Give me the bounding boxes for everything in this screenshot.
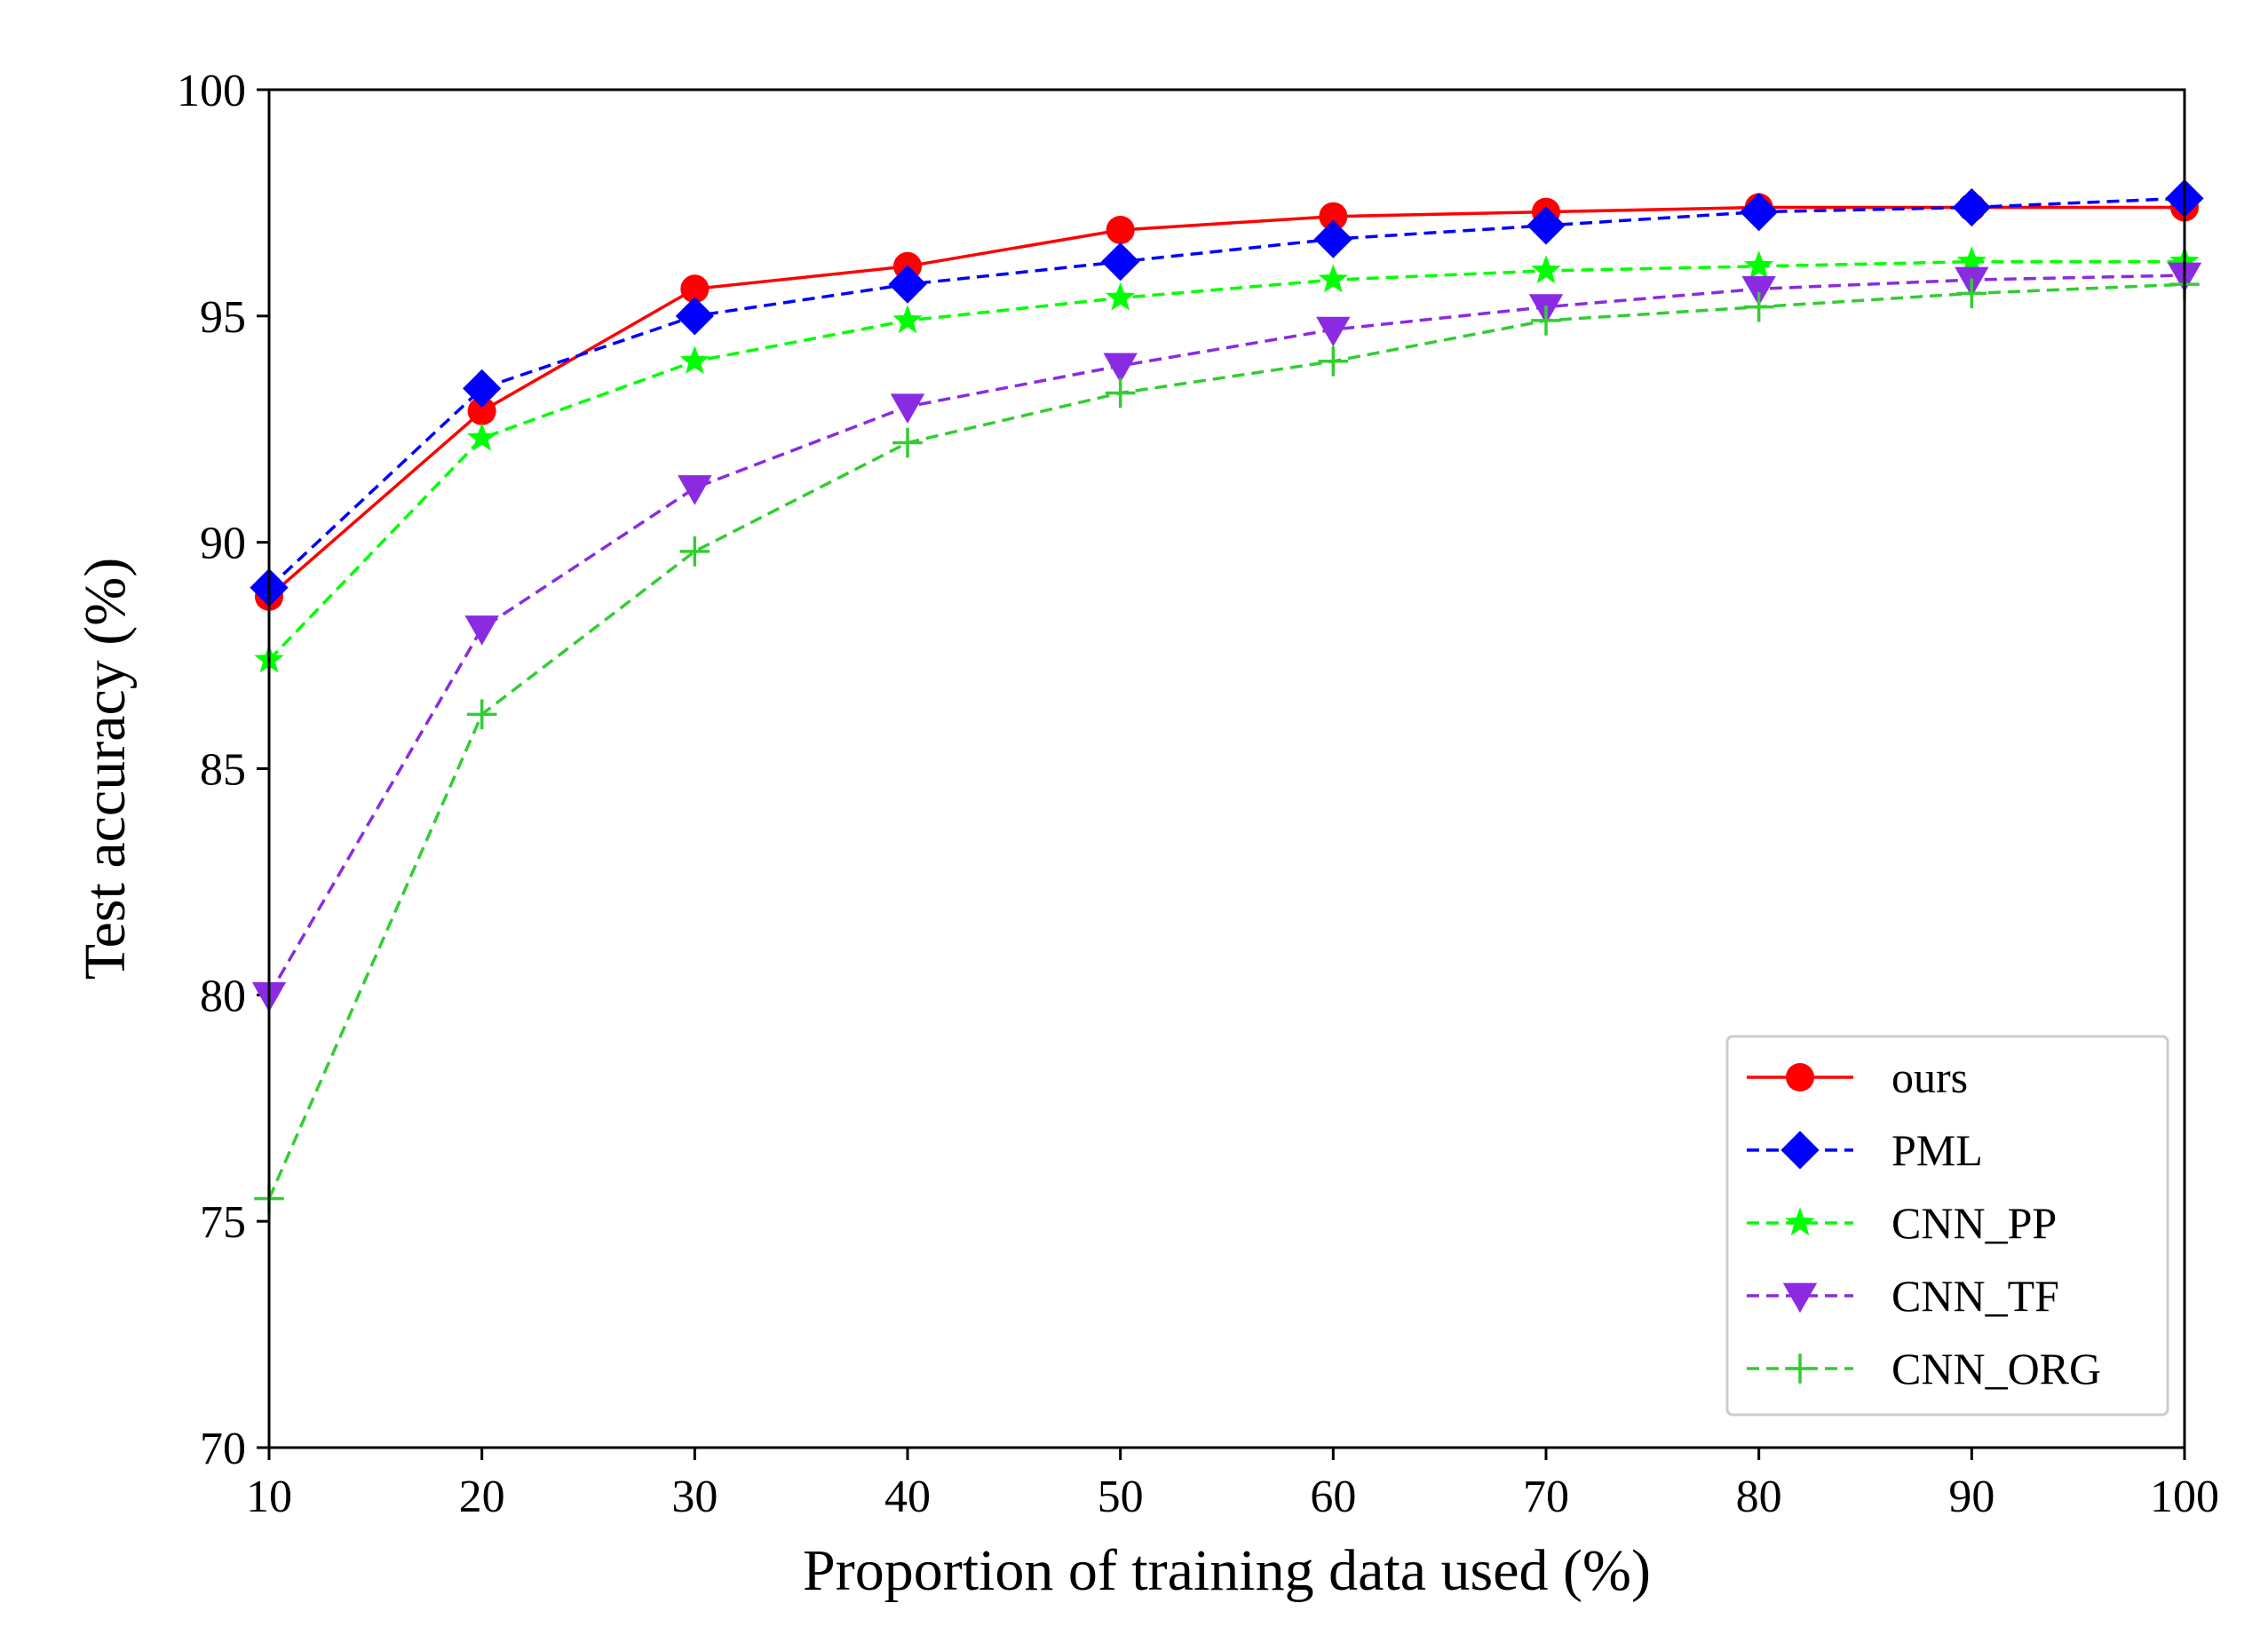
data-point-star <box>1743 250 1774 279</box>
legend-label: PML <box>1891 1125 1983 1175</box>
data-point-plus <box>1531 306 1561 336</box>
y-tick-label: 90 <box>200 519 246 569</box>
legend-item: CNN_TF <box>1747 1271 2059 1321</box>
data-point-star <box>1956 246 1987 274</box>
legend-item: CNN_ORG <box>1747 1344 2101 1393</box>
data-point-star <box>1318 264 1349 293</box>
legend-item: ours <box>1747 1052 1968 1102</box>
data-point-diamond <box>1780 1131 1820 1170</box>
data-point-star <box>1105 282 1136 311</box>
legend-item: CNN_PP <box>1747 1198 2057 1248</box>
data-point-plus <box>1956 278 1987 309</box>
data-point-circle <box>467 396 496 425</box>
x-tick-label: 10 <box>246 1472 292 1522</box>
data-point-plus <box>1318 346 1349 377</box>
data-point-diamond <box>675 297 714 336</box>
series-pml <box>250 179 2204 607</box>
series-line <box>267 196 2185 589</box>
data-point-star <box>1531 255 1561 284</box>
legend-label: ours <box>1891 1052 1968 1102</box>
data-point-circle <box>1319 202 1348 231</box>
data-point-diamond <box>888 265 927 304</box>
data-point-circle <box>1786 1063 1814 1091</box>
data-point-plus <box>679 536 710 567</box>
data-point-triangle <box>890 393 925 424</box>
data-point-diamond <box>1952 187 1991 227</box>
y-tick-label: 80 <box>200 971 246 1021</box>
plot-frame <box>267 88 2186 1449</box>
data-point-diamond <box>1527 206 1566 245</box>
data-point-triangle <box>1316 316 1351 347</box>
series-ours <box>255 193 2199 611</box>
x-tick-label: 80 <box>1736 1472 1782 1522</box>
y-axis-ticks: 70 75 80 85 90 95 100 <box>177 66 269 1474</box>
data-point-triangle <box>1741 275 1776 306</box>
data-point-star <box>892 305 923 334</box>
data-point-star <box>1785 1207 1815 1236</box>
legend-item: PML <box>1747 1125 1983 1175</box>
legend: ours PML CNN_PP CNN_TF CNN_ORG <box>1725 1035 2169 1417</box>
y-tick-label: 75 <box>200 1197 246 1248</box>
series-line <box>267 259 2185 662</box>
data-point-diamond <box>1740 193 1779 232</box>
y-tick-label: 85 <box>200 745 246 796</box>
x-tick-label: 30 <box>671 1472 718 1522</box>
data-point-plus <box>1785 1353 1815 1384</box>
series-cnn-pp <box>254 246 2200 673</box>
data-point-diamond <box>1313 219 1352 258</box>
y-tick-label: 70 <box>200 1424 246 1474</box>
data-point-plus <box>1105 377 1136 409</box>
x-tick-label: 60 <box>1310 1472 1356 1522</box>
legend-label: CNN_PP <box>1891 1198 2057 1248</box>
x-tick-label: 20 <box>459 1472 505 1522</box>
data-point-triangle <box>1782 1282 1818 1314</box>
x-tick-label: 90 <box>1948 1472 1994 1522</box>
data-point-triangle <box>1103 353 1138 384</box>
x-tick-label: 70 <box>1523 1472 1569 1522</box>
series-layer <box>250 179 2204 1214</box>
data-point-star <box>679 345 710 374</box>
data-point-diamond <box>463 369 502 408</box>
legend-label: CNN_TF <box>1891 1271 2059 1321</box>
y-tick-label: 100 <box>177 66 246 116</box>
series-line <box>267 205 2185 599</box>
x-axis-title: Proportion of training data used (%) <box>803 1538 1651 1603</box>
data-point-diamond <box>1101 242 1140 282</box>
y-axis-title: Test accuracy (%) <box>73 558 138 980</box>
x-tick-label: 50 <box>1098 1472 1144 1522</box>
data-point-plus <box>892 427 923 458</box>
legend-label: CNN_ORG <box>1891 1344 2101 1393</box>
legend-box <box>1725 1035 2169 1417</box>
data-point-plus <box>466 699 497 730</box>
data-point-triangle <box>678 475 712 505</box>
data-point-circle <box>1106 215 1135 244</box>
x-tick-label: 40 <box>884 1472 931 1522</box>
data-point-star <box>466 422 497 451</box>
x-axis-ticks: 10 20 30 40 50 60 70 80 90 100 <box>246 1448 2219 1522</box>
series-cnn-org <box>254 269 2200 1214</box>
data-point-triangle <box>464 615 499 646</box>
data-point-circle <box>680 274 710 304</box>
data-point-plus <box>1743 291 1774 322</box>
series-line <box>267 274 2185 996</box>
y-tick-label: 95 <box>200 292 246 343</box>
x-tick-label: 100 <box>2150 1472 2219 1522</box>
